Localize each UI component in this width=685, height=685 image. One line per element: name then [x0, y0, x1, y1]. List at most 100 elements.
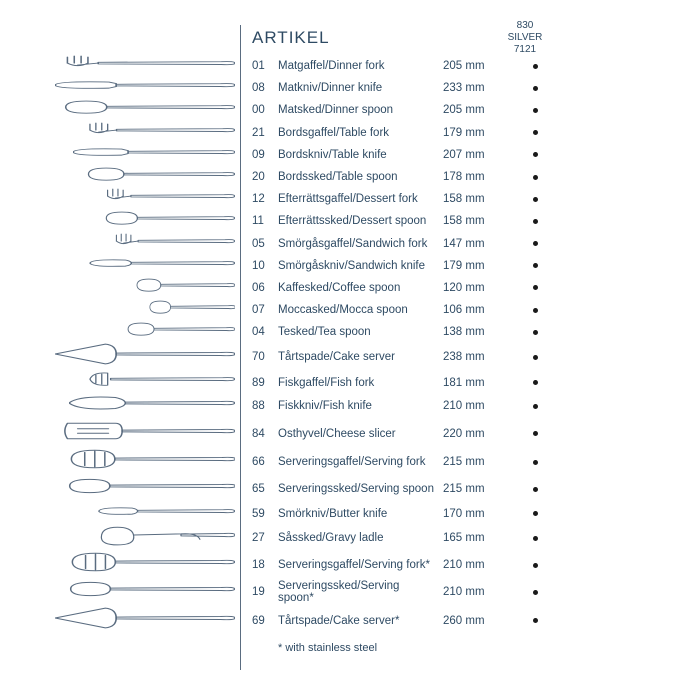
section-title: ARTIKEL — [252, 28, 330, 48]
article-size: 158 mm — [443, 215, 505, 227]
illustration-row — [55, 163, 235, 185]
availability-dot-icon — [533, 618, 538, 623]
availability-dot-icon — [533, 355, 538, 360]
availability-cell — [505, 559, 565, 571]
availability-dot-icon — [533, 241, 538, 246]
article-name: Efterrättsgaffel/Dessert fork — [278, 193, 443, 205]
availability-cell — [505, 171, 565, 183]
article-code: 65 — [252, 483, 278, 495]
cutlery-icon — [55, 343, 235, 365]
availability-cell — [505, 82, 565, 94]
column-header-silver: 830SILVER7121 — [495, 20, 555, 56]
article-size: 138 mm — [443, 326, 505, 338]
article-code: 08 — [252, 82, 278, 94]
article-name: Fiskgaffel/Fish fork — [278, 377, 443, 389]
table-row: 27Såssked/Gravy ladle165 mm — [252, 525, 565, 552]
article-size: 205 mm — [443, 104, 505, 116]
availability-cell — [505, 60, 565, 72]
article-code: 27 — [252, 532, 278, 544]
footnote: * with stainless steel — [278, 642, 565, 654]
illustration-row — [55, 576, 235, 603]
article-size: 120 mm — [443, 282, 505, 294]
availability-dot-icon — [533, 460, 538, 465]
article-name: Kaffesked/Coffee spoon — [278, 282, 443, 294]
cutlery-icon — [96, 501, 235, 521]
article-name: Serveringsgaffel/Serving fork* — [278, 559, 443, 571]
table-row: 05Smörgåsgaffel/Sandwich fork147 mm — [252, 233, 565, 255]
illustration-row — [55, 603, 235, 633]
article-name: Serveringssked/Serving spoon — [278, 483, 443, 495]
article-size: 205 mm — [443, 60, 505, 72]
availability-cell — [505, 532, 565, 544]
article-size: 233 mm — [443, 82, 505, 94]
availability-dot-icon — [533, 64, 538, 69]
article-code: 01 — [252, 60, 278, 72]
vertical-rule — [240, 25, 241, 670]
article-code: 59 — [252, 508, 278, 520]
catalog-page: ARTIKEL 830SILVER7121 01Matgaffel/Dinner… — [0, 0, 685, 685]
table-row: 00Matsked/Dinner spoon205 mm — [252, 99, 565, 121]
article-code: 00 — [252, 104, 278, 116]
illustration-column — [55, 52, 235, 633]
availability-cell — [505, 238, 565, 250]
article-code: 70 — [252, 351, 278, 363]
article-size: 210 mm — [443, 586, 505, 598]
table-row: 12Efterrättsgaffel/Dessert fork158 mm — [252, 188, 565, 210]
availability-cell — [505, 400, 565, 412]
table-row: 09Bordskniv/Table knife207 mm — [252, 144, 565, 166]
cutlery-icon — [69, 392, 235, 414]
table-row: 06Kaffesked/Coffee spoon120 mm — [252, 277, 565, 299]
illustration-row — [55, 368, 235, 390]
availability-cell — [505, 377, 565, 389]
cutlery-icon — [64, 420, 235, 442]
article-name: Osthyvel/Cheese slicer — [278, 428, 443, 440]
article-name: Matkniv/Dinner knife — [278, 82, 443, 94]
table-row: 11Efterrättssked/Dessert spoon158 mm — [252, 210, 565, 232]
article-name: Smörgåsgaffel/Sandwich fork — [278, 238, 443, 250]
article-code: 66 — [252, 456, 278, 468]
availability-dot-icon — [533, 86, 538, 91]
article-code: 10 — [252, 260, 278, 272]
availability-dot-icon — [533, 563, 538, 568]
illustration-row — [55, 446, 235, 473]
availability-dot-icon — [533, 536, 538, 541]
illustration-row — [55, 391, 235, 416]
article-code: 69 — [252, 615, 278, 627]
illustration-row — [55, 141, 235, 163]
article-code: 89 — [252, 377, 278, 389]
article-size: 207 mm — [443, 149, 505, 161]
table-row: 66Serveringsgaffel/Serving fork215 mm — [252, 449, 565, 476]
article-table: 01Matgaffel/Dinner fork205 mm08Matkniv/D… — [252, 55, 565, 654]
article-name: Matgaffel/Dinner fork — [278, 60, 443, 72]
article-name: Bordssked/Table spoon — [278, 171, 443, 183]
illustration-row — [55, 207, 235, 229]
article-size: 158 mm — [443, 193, 505, 205]
availability-dot-icon — [533, 263, 538, 268]
availability-dot-icon — [533, 511, 538, 516]
availability-dot-icon — [533, 285, 538, 290]
availability-dot-icon — [533, 431, 538, 436]
article-name: Tårtspade/Cake server — [278, 351, 443, 363]
article-name: Såssked/Gravy ladle — [278, 532, 443, 544]
cutlery-icon — [127, 319, 235, 339]
cutlery-icon — [68, 448, 235, 470]
availability-dot-icon — [533, 197, 538, 202]
cutlery-icon — [73, 142, 235, 162]
article-size: 165 mm — [443, 532, 505, 544]
table-row: 18Serveringsgaffel/Serving fork*210 mm — [252, 552, 565, 579]
article-size: 215 mm — [443, 483, 505, 495]
article-name: Bordsgaffel/Table fork — [278, 127, 443, 139]
availability-dot-icon — [533, 219, 538, 224]
availability-cell — [505, 428, 565, 440]
illustration-row — [55, 52, 235, 74]
article-name: Bordskniv/Table knife — [278, 149, 443, 161]
availability-cell — [505, 483, 565, 495]
cutlery-icon — [114, 231, 235, 251]
availability-cell — [505, 508, 565, 520]
availability-cell — [505, 215, 565, 227]
table-row: 08Matkniv/Dinner knife233 mm — [252, 77, 565, 99]
availability-cell — [505, 149, 565, 161]
article-size: 106 mm — [443, 304, 505, 316]
article-name: Smörgåskniv/Sandwich knife — [278, 260, 443, 272]
article-code: 05 — [252, 238, 278, 250]
